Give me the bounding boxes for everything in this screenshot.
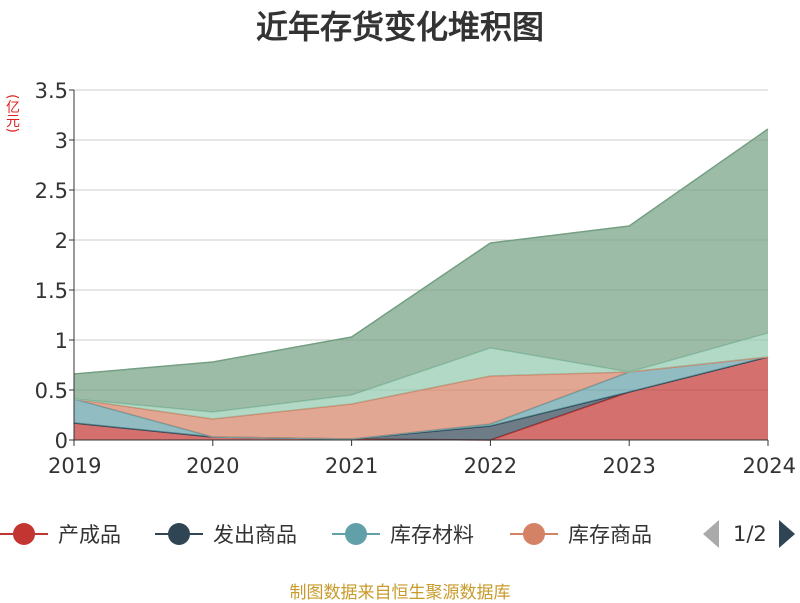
x-tick-label: 2022 <box>464 454 517 478</box>
area-series-库存商品 <box>74 357 768 439</box>
x-tick-label: 2019 <box>48 454 101 478</box>
legend-item[interactable]: 库存材料 <box>332 514 474 554</box>
legend-pager: 1/2 <box>703 514 795 554</box>
data-source-note: 制图数据来自恒生聚源数据库 <box>289 583 511 603</box>
legend-item[interactable]: 产成品 <box>0 514 121 554</box>
stacked-area-chart: 0 0.5 1 1.5 2 2.5 3 3.5 2019 2020 2021 2022 2023 2024 <box>35 79 796 478</box>
chart-title: 近年存货变化堆积图 <box>255 8 544 46</box>
prev-page-icon[interactable] <box>703 520 719 548</box>
x-tick-label: 2024 <box>743 454 796 478</box>
x-tick-label: 2021 <box>325 454 378 478</box>
axes: 0 0.5 1 1.5 2 2.5 3 3.5 2019 2020 2021 2022 2023 2024 <box>35 79 796 478</box>
y-tick-label: 2.5 <box>35 179 68 203</box>
area-series-layer <box>73 128 769 441</box>
x-tick-label: 2020 <box>186 454 239 478</box>
legend-label: 库存商品 <box>568 523 652 547</box>
y-tick-label: 3.5 <box>35 79 68 103</box>
area-series-series-5 <box>74 333 768 419</box>
y-tick-label: 3 <box>55 129 68 153</box>
legend-label: 库存材料 <box>390 523 474 547</box>
area-series-series-6 <box>74 129 768 412</box>
y-tick-label: 0 <box>55 429 68 453</box>
legend: 产成品 发出商品 库存材料 库存商品 <box>0 514 800 554</box>
legend-marker-icon <box>510 514 558 554</box>
legend-page-indicator: 1/2 <box>733 522 767 546</box>
x-tick-label: 2023 <box>602 454 655 478</box>
legend-item[interactable]: 发出商品 <box>155 514 297 554</box>
next-page-icon[interactable] <box>778 520 795 548</box>
y-tick-label: 0.5 <box>35 379 68 403</box>
series-line-series-6 <box>73 128 769 375</box>
y-tick-label: 1 <box>55 329 68 353</box>
legend-marker-icon <box>0 514 48 554</box>
area-series-产成品 <box>74 357 768 440</box>
legend-item[interactable]: 库存商品 <box>510 514 652 554</box>
y-tick-label: 2 <box>55 229 68 253</box>
legend-marker-icon <box>155 514 203 554</box>
y-axis-unit-label: (亿元) <box>4 94 20 133</box>
legend-label: 发出商品 <box>213 523 297 547</box>
y-tick-label: 1.5 <box>35 279 68 303</box>
legend-label: 产成品 <box>58 523 121 547</box>
legend-marker-icon <box>332 514 380 554</box>
